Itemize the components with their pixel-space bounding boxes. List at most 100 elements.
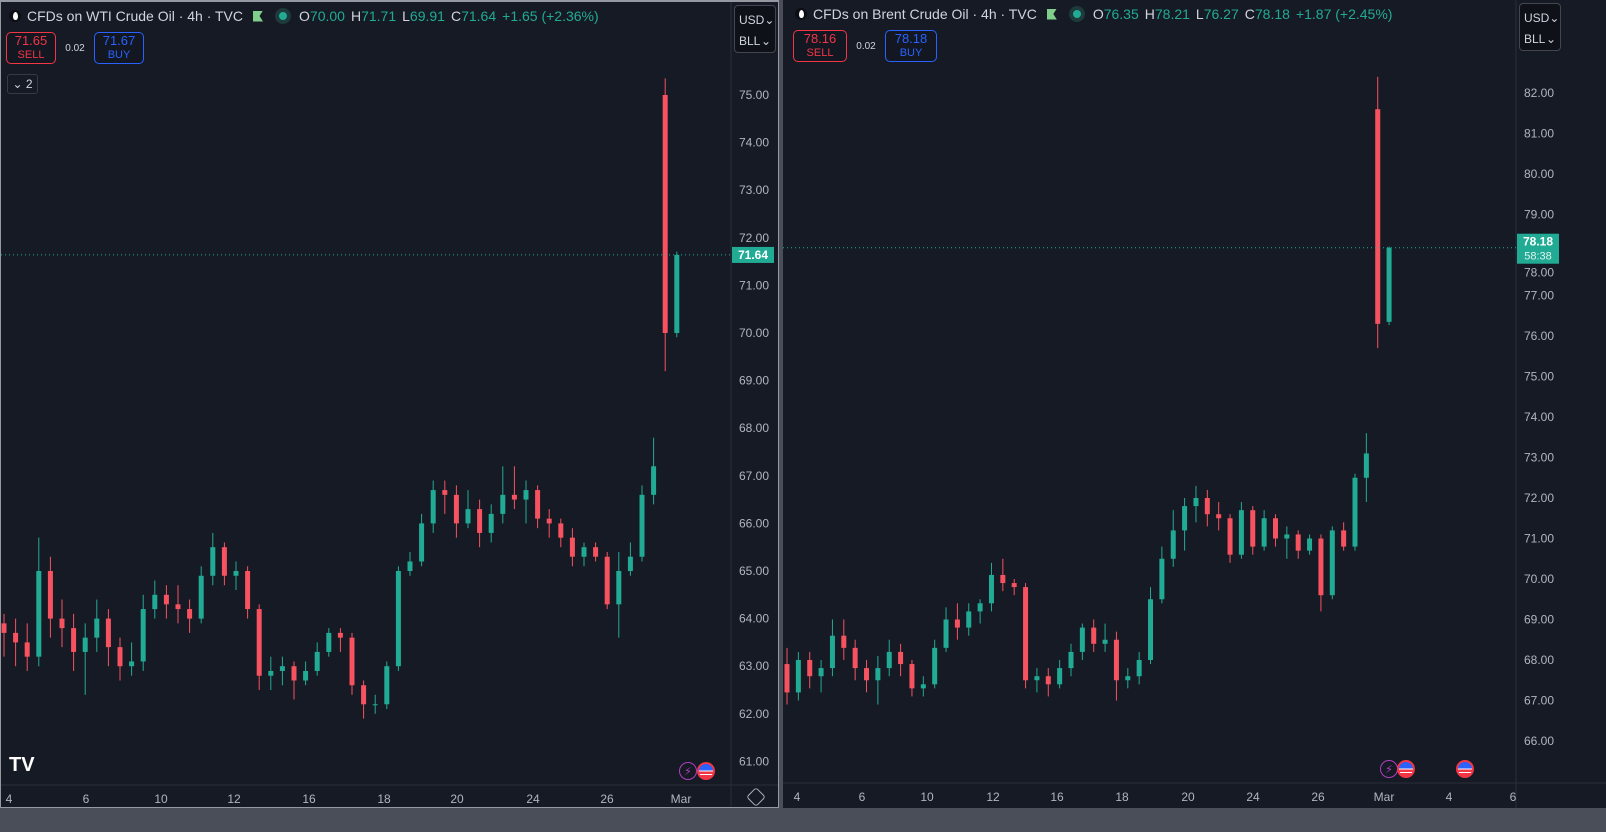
candle-down xyxy=(175,585,181,624)
candle-up xyxy=(465,490,471,529)
candle-down xyxy=(221,542,227,586)
candle-body xyxy=(1113,639,1119,681)
unit-select[interactable]: BLL ⌄ xyxy=(739,30,771,51)
currency-select[interactable]: USD ⌄ xyxy=(739,9,774,30)
candle-body xyxy=(1159,558,1165,600)
lightning-icon[interactable]: ⚡︎ xyxy=(1380,760,1398,778)
candle-up xyxy=(36,537,42,667)
candle-up xyxy=(129,642,135,676)
buy-button[interactable]: 71.67 BUY xyxy=(94,32,144,64)
price-tick-label: 73.00 xyxy=(739,183,769,197)
lightning-icon[interactable]: ⚡︎ xyxy=(679,762,697,780)
unit-select[interactable]: BLL ⌄ xyxy=(1524,28,1556,49)
candle-up xyxy=(932,639,938,689)
candle-down xyxy=(1113,631,1119,701)
time-tick-label: Mar xyxy=(1374,790,1395,804)
candle-body xyxy=(1068,651,1074,669)
wti-chart-pane[interactable]: 75.00 74.00 73.00 72.00 71.00 70.00 69.00 68.00… xyxy=(0,0,779,808)
close-value: 78.18 xyxy=(1254,6,1290,22)
low-label: L xyxy=(1195,6,1204,22)
candle-body xyxy=(1182,506,1188,531)
candle-up xyxy=(943,607,949,652)
brent-chart-pane[interactable]: 82.00 81.00 80.00 79.00 78.00 77.00 76.00 75.00… xyxy=(783,0,1606,808)
candle-up xyxy=(1238,502,1244,559)
candle-body xyxy=(943,619,949,648)
price-tick-label: 71.00 xyxy=(1524,532,1554,546)
market-open-flag-icon xyxy=(1046,8,1057,20)
candle-down xyxy=(453,485,459,538)
price-tick-label: 72.00 xyxy=(739,231,769,245)
time-tick-label: 6 xyxy=(83,792,90,806)
currency-unit-selector[interactable]: USD ⌄ BLL ⌄ xyxy=(1519,3,1561,51)
buy-button[interactable]: 78.18 BUY xyxy=(885,30,937,62)
price-tick-label: 62.00 xyxy=(739,707,769,721)
us-flag-icon[interactable] xyxy=(1456,760,1474,778)
sell-button[interactable]: 71.65 SELL xyxy=(6,32,56,64)
price-tick-label: 73.00 xyxy=(1524,451,1554,465)
time-tick-label: 20 xyxy=(450,792,464,806)
wti-chart-canvas[interactable]: 75.00 74.00 73.00 72.00 71.00 70.00 69.00 68.00… xyxy=(1,2,779,808)
price-tick-label: 63.00 xyxy=(739,659,769,673)
currency-select[interactable]: USD ⌄ xyxy=(1524,7,1559,28)
last-price-label: 71.64 xyxy=(738,248,768,262)
candle-down xyxy=(71,613,77,671)
candle-body xyxy=(13,632,19,643)
symbol-title[interactable]: CFDs on WTI Crude Oil · 4h · TVC xyxy=(27,8,244,24)
candle-body xyxy=(1136,660,1142,677)
oil-drop-icon xyxy=(795,8,807,20)
candle-up xyxy=(1170,510,1176,567)
candle-up xyxy=(1125,668,1131,689)
candle-body xyxy=(1034,676,1040,681)
candle-body xyxy=(807,660,813,677)
candle-body xyxy=(361,685,367,705)
us-flag-icon[interactable] xyxy=(1397,760,1415,778)
change-value: +1.87 (+2.45%) xyxy=(1295,6,1393,22)
candle-up xyxy=(1363,433,1369,503)
candle-body xyxy=(395,571,401,667)
indicators-toggle-button[interactable]: ⌄ 2 xyxy=(7,74,38,94)
candle-down xyxy=(291,661,297,700)
candle-body xyxy=(140,609,146,662)
candle-body xyxy=(511,494,517,500)
unit-value: BLL xyxy=(739,33,761,48)
candle-body xyxy=(784,664,790,693)
symbol-title[interactable]: CFDs on Brent Crude Oil · 4h · TVC xyxy=(813,6,1037,22)
time-tick-label: 4 xyxy=(6,792,13,806)
currency-value: USD xyxy=(739,12,765,27)
sell-price: 71.65 xyxy=(14,33,48,48)
sell-label: SELL xyxy=(806,47,834,59)
candle-body xyxy=(977,603,983,612)
market-status-icon[interactable] xyxy=(1068,6,1085,22)
candle-up xyxy=(279,656,285,686)
candle-body xyxy=(407,561,413,571)
candle-down xyxy=(1216,502,1222,531)
candle-up xyxy=(977,599,983,624)
sell-button[interactable]: 78.16 SELL xyxy=(793,30,847,62)
candle-down xyxy=(864,660,870,693)
candle-up xyxy=(314,642,320,676)
candle-body xyxy=(1352,477,1358,547)
market-status-icon[interactable] xyxy=(275,8,292,24)
candle-up xyxy=(886,639,892,677)
brent-chart-canvas[interactable]: 82.00 81.00 80.00 79.00 78.00 77.00 76.00 75.00… xyxy=(783,0,1606,808)
price-tick-label: 68.00 xyxy=(1524,653,1554,667)
candle-down xyxy=(1272,514,1278,547)
price-tick-label: 69.00 xyxy=(739,374,769,388)
sell-price: 78.16 xyxy=(803,31,837,46)
tradingview-logo[interactable]: TV xyxy=(9,754,35,776)
candle-up xyxy=(818,660,824,693)
last-price-badge xyxy=(1517,233,1559,264)
candle-up xyxy=(1034,668,1040,693)
candle-body xyxy=(988,574,994,604)
oil-drop-icon xyxy=(9,10,21,22)
currency-unit-selector[interactable]: USD ⌄ BLL ⌄ xyxy=(734,5,776,53)
candle-body xyxy=(94,618,100,638)
candle-body xyxy=(1170,530,1176,559)
us-flag-icon[interactable] xyxy=(697,762,715,780)
time-tick-label: 16 xyxy=(302,792,316,806)
wti-legend: CFDs on WTI Crude Oil · 4h · TVC O 70.00 … xyxy=(9,8,605,24)
candle-body xyxy=(1011,583,1017,588)
candle-body xyxy=(372,704,378,706)
candle-down xyxy=(662,78,668,372)
candle-down xyxy=(59,599,65,648)
